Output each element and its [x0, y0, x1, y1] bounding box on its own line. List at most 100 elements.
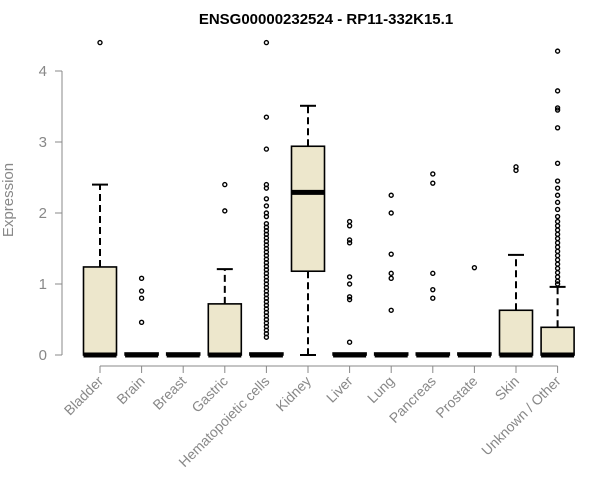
box-bladder — [82, 39, 118, 358]
outlier-point — [554, 265, 561, 272]
outlier-point — [554, 218, 561, 225]
outlier-point — [554, 160, 561, 167]
outlier-point — [222, 181, 228, 188]
outlier-point — [346, 223, 353, 229]
y-tick-label: 2 — [39, 205, 47, 222]
x-tick-label: Breast — [149, 373, 189, 413]
box-brain — [124, 275, 159, 358]
x-tick-label: Liver — [323, 373, 356, 406]
outlier-point — [388, 270, 394, 277]
outlier-point — [554, 257, 561, 263]
y-tick-label: 0 — [39, 347, 47, 364]
outlier-point — [263, 146, 270, 152]
outlier-point — [346, 274, 353, 280]
outlier-point — [138, 319, 145, 326]
y-tick-label: 1 — [39, 276, 47, 293]
box-lung — [373, 192, 409, 358]
outlier-point — [554, 185, 561, 191]
outlier-point — [388, 210, 394, 216]
x-tick-label: Skin — [492, 373, 523, 404]
outlier-point — [346, 281, 353, 287]
outlier-point — [554, 227, 561, 233]
outlier-point — [263, 213, 270, 220]
outlier-point — [554, 261, 561, 267]
x-tick-label: Prostate — [432, 373, 480, 421]
box-prostate — [457, 264, 492, 358]
outlier-point — [554, 213, 561, 220]
outlier-point — [346, 237, 353, 243]
outlier-point — [430, 286, 436, 293]
y-tick-label: 4 — [39, 63, 47, 80]
outlier-point — [263, 39, 270, 46]
box-kidney — [290, 104, 326, 356]
outlier-point — [554, 223, 561, 229]
outlier-point — [554, 235, 561, 242]
box-hematopoietic-cells — [249, 39, 284, 358]
box-skin — [498, 164, 534, 358]
outlier-point — [263, 196, 270, 202]
outlier-point — [138, 275, 145, 282]
outlier-point — [263, 185, 270, 191]
outlier-point — [430, 270, 436, 277]
outlier-point — [554, 240, 561, 246]
outlier-point — [388, 275, 394, 282]
outlier-point — [388, 251, 394, 257]
x-tick-label: Lung — [364, 373, 397, 406]
outlier-point — [346, 339, 353, 345]
box-liver — [332, 218, 367, 358]
outlier-point — [222, 208, 228, 214]
outlier-point — [138, 288, 145, 294]
outlier-point — [554, 274, 561, 280]
outlier-point — [97, 39, 103, 46]
outlier-point — [513, 167, 519, 174]
outlier-point — [554, 48, 561, 54]
outlier-point — [554, 206, 561, 213]
outlier-point — [430, 171, 436, 177]
box-body — [207, 303, 243, 356]
outlier-point — [388, 307, 394, 313]
outlier-point — [346, 296, 353, 303]
outlier-point — [388, 192, 394, 198]
box-gastric — [207, 181, 243, 358]
outlier-point — [554, 244, 561, 250]
outlier-point — [430, 295, 436, 301]
outlier-point — [346, 218, 353, 225]
outlier-point — [554, 231, 561, 238]
x-tick-label: Brain — [113, 373, 147, 407]
outlier-point — [554, 105, 561, 111]
outlier-point — [554, 88, 561, 94]
outlier-point — [346, 240, 353, 246]
x-tick-label: Kidney — [273, 373, 315, 415]
outlier-point — [554, 192, 561, 198]
outlier-point — [554, 199, 561, 206]
box-pancreas — [415, 171, 451, 358]
outlier-point — [263, 114, 270, 120]
outlier-point — [138, 295, 145, 301]
outlier-point — [554, 252, 561, 259]
x-tick-label: Bladder — [61, 373, 107, 419]
outlier-point — [554, 281, 561, 287]
box-body — [540, 326, 575, 356]
box-breast — [165, 352, 201, 358]
outlier-point — [554, 248, 561, 255]
outlier-point — [263, 203, 270, 209]
box-unknown-other — [540, 48, 575, 358]
outlier-point — [554, 278, 561, 284]
outlier-point — [346, 294, 353, 300]
outlier-point — [263, 334, 270, 340]
outlier-point — [554, 269, 561, 276]
outlier-point — [471, 264, 478, 271]
chart-title: ENSG00000232524 - RP11-332K15.1 — [199, 11, 453, 28]
outlier-point — [430, 180, 436, 186]
outlier-point — [554, 107, 561, 113]
outlier-point — [554, 125, 561, 131]
y-tick-label: 3 — [39, 134, 47, 151]
x-tick-label: Unknown / Other — [478, 373, 564, 459]
box-body — [82, 266, 118, 356]
box-body — [498, 309, 534, 356]
box-body — [290, 145, 326, 273]
boxes — [82, 39, 575, 358]
y-axis-label: Expression — [0, 163, 17, 237]
outlier-point — [554, 178, 561, 184]
